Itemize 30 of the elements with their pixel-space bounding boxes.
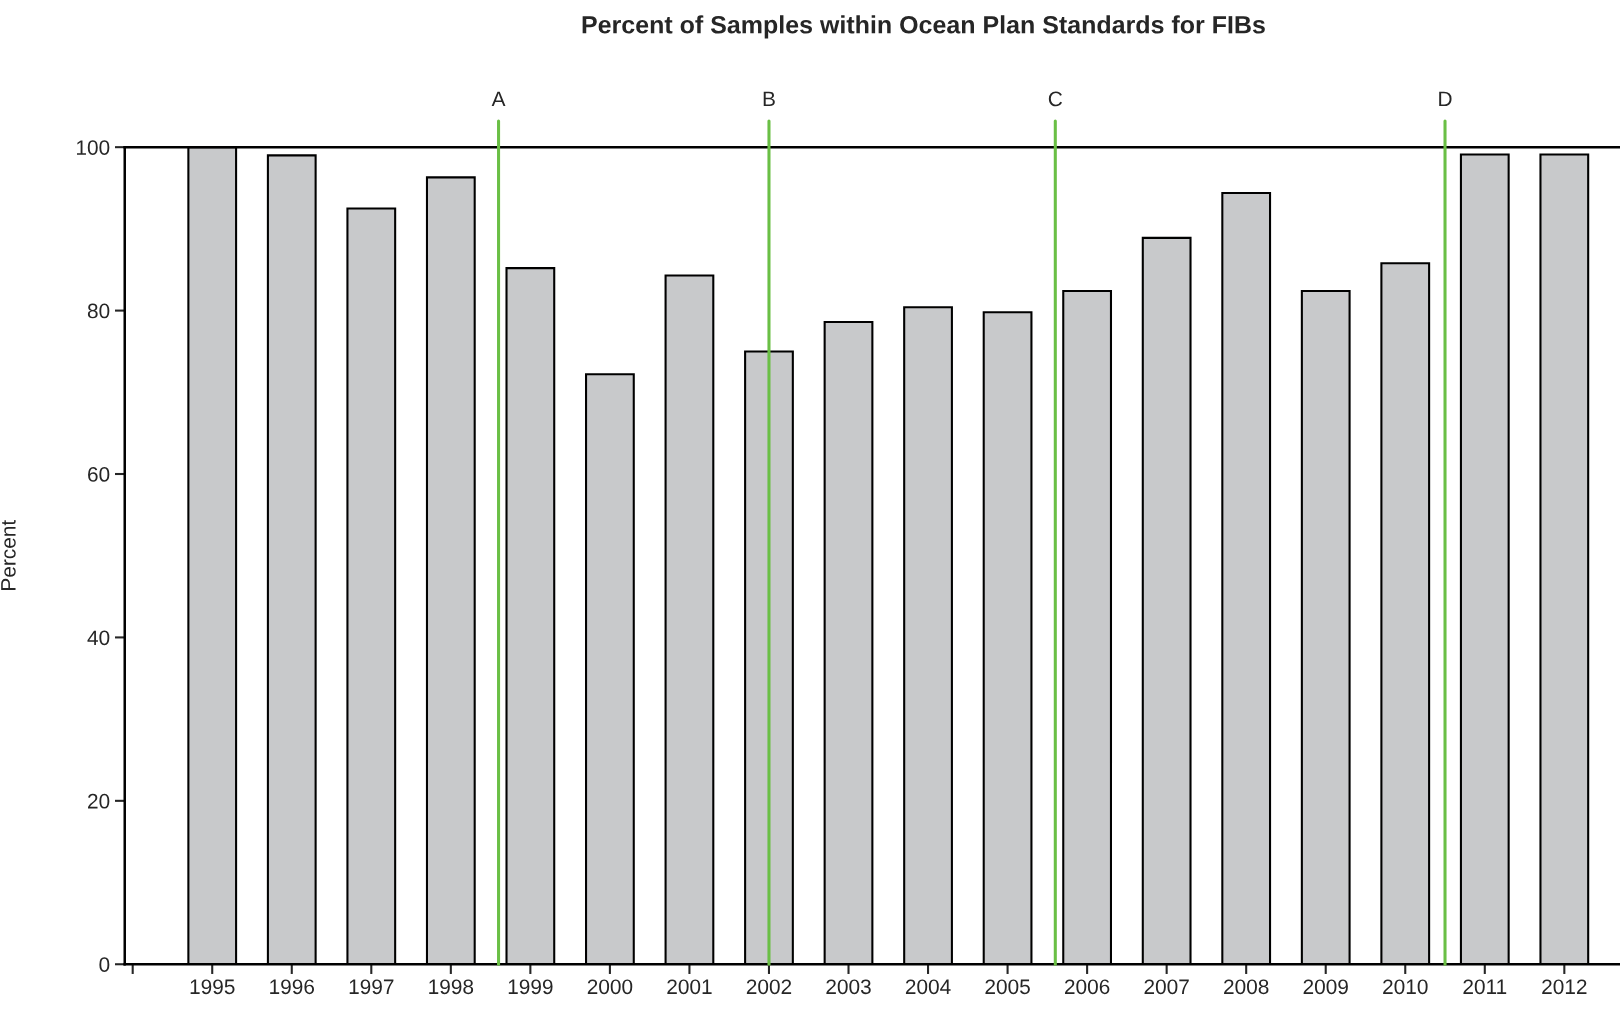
ref-line-label: C — [1048, 91, 1063, 107]
ref-line-label: D — [1439, 91, 1452, 107]
x-tick-label: 1997 — [349, 979, 394, 995]
y-tick-label: 20 — [88, 793, 110, 809]
x-tick-label: 2008 — [1224, 979, 1269, 995]
y-axis-title: Percent — [1, 519, 16, 590]
x-tick-label: 2012 — [1542, 979, 1587, 995]
x-tick-label: 2002 — [746, 979, 792, 995]
x-tick-label: 2004 — [905, 979, 951, 995]
y-tick-label: 60 — [88, 467, 110, 482]
y-tick-label: 40 — [87, 630, 110, 646]
chart-title: Percent of Samples within Ocean Plan Standards for FIBs — [582, 15, 1265, 39]
x-tick-label: 2005 — [985, 979, 1030, 995]
x-tick-label: 2010 — [1383, 979, 1428, 995]
ref-line-label: A — [491, 91, 506, 107]
x-tick-label: 1995 — [190, 979, 235, 995]
x-tick-label: 1998 — [429, 979, 474, 995]
x-tick-label: 1996 — [270, 979, 315, 995]
x-tick-label: 2011 — [1463, 979, 1507, 995]
y-tick-label: 100 — [76, 140, 110, 155]
ref-line-label: B — [763, 91, 775, 107]
x-tick-label: 2003 — [826, 979, 871, 995]
y-tick-label: 80 — [87, 303, 110, 319]
y-tick-label: 0 — [99, 957, 110, 972]
x-tick-label: 1999 — [508, 979, 553, 995]
x-tick-label: 2000 — [587, 979, 633, 995]
x-tick-label: 2007 — [1144, 979, 1189, 995]
x-tick-label: 2006 — [1064, 979, 1110, 995]
x-tick-label: 2009 — [1303, 979, 1348, 995]
x-tick-label: 2001 — [667, 979, 712, 995]
